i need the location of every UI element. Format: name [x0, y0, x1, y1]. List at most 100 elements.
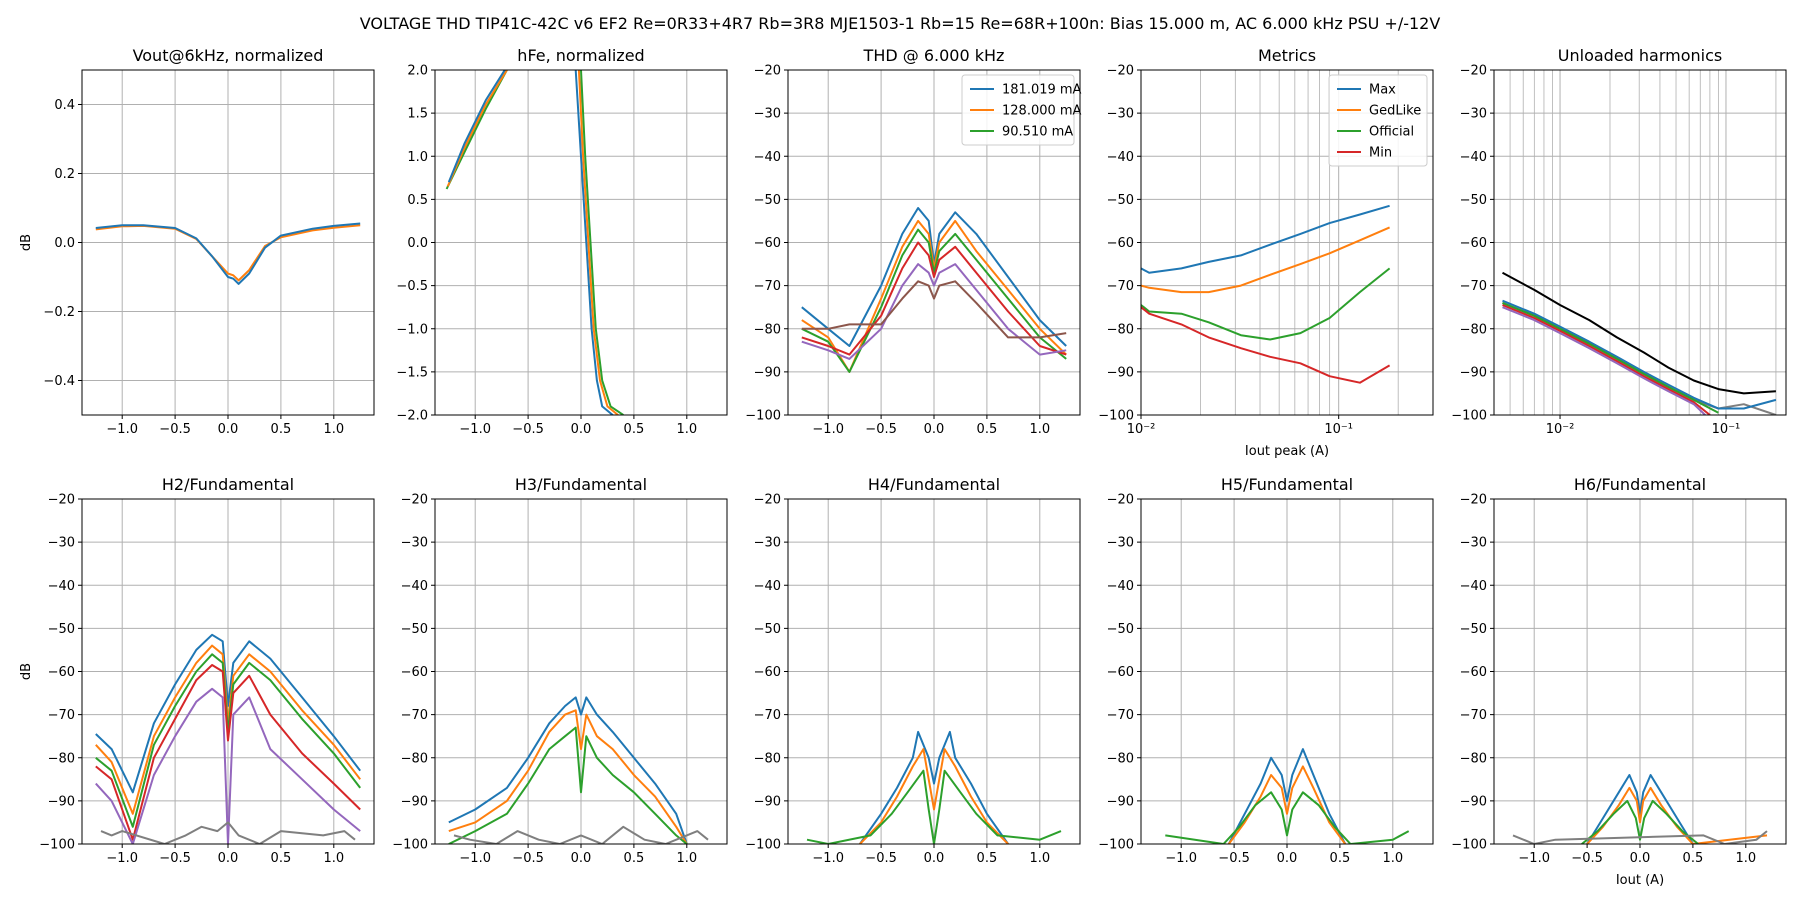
y-tick-label: −70 [1460, 279, 1487, 294]
x-tick-label: 1.0 [1029, 422, 1050, 437]
y-tick-label: −60 [48, 665, 75, 680]
legend: 181.019 mA 128.000 mA 90.510 mA [961, 74, 1082, 146]
y-tick-label: −70 [1107, 708, 1134, 723]
y-tick-label: −30 [401, 536, 428, 551]
y-tick-label: −20 [1460, 64, 1487, 79]
series-line-5 [801, 263, 1067, 360]
series-line-4 [453, 825, 709, 844]
y-tick-label: −20 [1107, 493, 1134, 508]
series-line-1 [95, 633, 361, 794]
x-tick-label: −0.5 [159, 851, 191, 866]
chart-hfe: −1.0 −0.5 0.0 0.5 1.0 −2.0 −1.5 −1.0 −0.5 0.0 0.5 1… [396, 46, 728, 437]
chart-metrics: 10⁻² 10⁻¹ −100 −90 −80 −70 −60 −50 −40 −30 −20 Metr… [1098, 46, 1434, 459]
y-tick-label: −90 [401, 794, 428, 809]
x-tick-label: 0.0 [218, 851, 239, 866]
x-tick-label: 1.0 [323, 422, 344, 437]
chart-h2: −1.0 −0.5 0.0 0.5 1.0 −100 −90 −80 −70 −60 −50 −40 −… [19, 475, 375, 866]
y-tick-label: 0.0 [54, 236, 75, 251]
y-tick-label: −30 [1460, 107, 1487, 122]
y-tick-label: −40 [754, 579, 781, 594]
y-tick-label: −90 [48, 794, 75, 809]
series-line-2 [95, 644, 361, 815]
grid-lines [788, 498, 1080, 845]
legend-box [961, 74, 1075, 146]
y-tick-label: −50 [1107, 193, 1134, 208]
y-tick-label: −40 [1107, 150, 1134, 165]
y-tick-label: −50 [1107, 622, 1134, 637]
chart-h5: −1.0 −0.5 0.0 0.5 1.0 −100 −90 −80 −70 −60 −50 −40 −… [1098, 475, 1434, 866]
y-tick-label: −70 [754, 708, 781, 723]
y-tick-label: −20 [1107, 64, 1134, 79]
y-tick-label: 0.5 [407, 193, 428, 208]
y-tick-label: −90 [1460, 794, 1487, 809]
series-line-3 [1581, 799, 1699, 844]
x-tick-label: 10⁻¹ [1712, 422, 1741, 437]
y-tick-label: −40 [401, 579, 428, 594]
y-tick-label: −80 [1460, 322, 1487, 337]
y-tick-label: −80 [1107, 751, 1134, 766]
y-tick-label: −90 [754, 794, 781, 809]
x-tick-label: 10⁻¹ [1324, 422, 1353, 437]
y-tick-label: −70 [1107, 279, 1134, 294]
series-line-3 [95, 653, 361, 828]
series-line-2 [1141, 226, 1390, 294]
y-tick-label: −30 [1107, 536, 1134, 551]
y-tick-label: −50 [1460, 622, 1487, 637]
chart-title: H5/Fundamental [1221, 475, 1353, 494]
y-axis-label: dB [19, 663, 34, 680]
y-tick-label: −60 [754, 236, 781, 251]
series-line-4 [574, 70, 614, 415]
y-tick-label: −20 [754, 64, 781, 79]
y-tick-label: −100 [392, 838, 428, 853]
y-axis-label: dB [19, 234, 34, 251]
series-line-6 [100, 821, 356, 844]
x-tick-label: 0.5 [271, 422, 292, 437]
legend-label: 90.510 mA [1002, 125, 1073, 140]
x-tick-label: 1.0 [1382, 851, 1403, 866]
y-tick-label: −100 [745, 838, 781, 853]
x-tick-label: 1.0 [676, 422, 697, 437]
series-line-5 [577, 70, 619, 415]
y-tick-label: −20 [1460, 493, 1487, 508]
chart-h6: −1.0 −0.5 0.0 0.5 1.0 −100 −90 −80 −70 −60 −50 −40 −… [1451, 475, 1787, 888]
chart-thd: −1.0 −0.5 0.0 0.5 1.0 −100 −90 −80 −70 −60 −50 −40 −… [745, 46, 1081, 437]
y-tick-label: −40 [1460, 579, 1487, 594]
y-tick-label: −70 [401, 708, 428, 723]
figure-title: VOLTAGE THD TIP41C-42C v6 EF2 Re=0R33+4R… [359, 14, 1441, 33]
x-tick-label: −0.5 [865, 851, 897, 866]
x-axis-label: Iout peak (A) [1245, 444, 1329, 459]
x-tick-label: −0.5 [865, 422, 897, 437]
y-tick-label: 1.5 [407, 107, 428, 122]
series-group [801, 207, 1067, 373]
chart-title: Vout@6kHz, normalized [133, 46, 324, 65]
x-tick-label: 0.5 [271, 851, 292, 866]
x-tick-label: −1.0 [459, 851, 491, 866]
y-tick-label: −60 [754, 665, 781, 680]
y-tick-label: −30 [754, 107, 781, 122]
y-tick-label: −100 [1451, 838, 1487, 853]
y-tick-label: −90 [754, 365, 781, 380]
chart-title: H2/Fundamental [162, 475, 294, 494]
series-line-3 [806, 769, 1062, 844]
x-tick-label: 1.0 [676, 851, 697, 866]
y-tick-label: −80 [754, 751, 781, 766]
series-line-2 [446, 70, 508, 187]
series-line-1 [1227, 748, 1347, 844]
series-line-1 [445, 70, 508, 190]
chart-title: hFe, normalized [517, 46, 644, 65]
series-line-2 [859, 748, 1009, 844]
y-tick-label: −70 [48, 708, 75, 723]
y-tick-label: −30 [1107, 107, 1134, 122]
y-tick-label: −80 [754, 322, 781, 337]
y-tick-label: −90 [1107, 365, 1134, 380]
y-tick-label: −100 [1098, 409, 1134, 424]
legend-label: 181.019 mA [1002, 83, 1082, 98]
x-tick-label: 1.0 [1735, 851, 1756, 866]
y-tick-label: −30 [754, 536, 781, 551]
series-line-5 [1502, 304, 1711, 415]
x-tick-label: −0.5 [512, 422, 544, 437]
series-line-6 [580, 70, 624, 415]
x-tick-label: 1.0 [1029, 851, 1050, 866]
